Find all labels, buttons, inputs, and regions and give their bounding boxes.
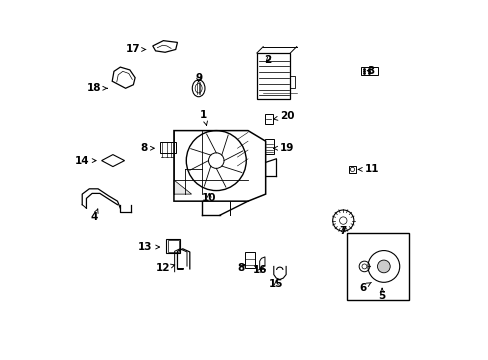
Bar (360, 67, 377, 75)
Text: 10: 10 (202, 193, 216, 203)
Bar (290, 76, 294, 88)
Bar (166, 239, 180, 253)
Text: 5: 5 (378, 288, 385, 301)
Text: 19: 19 (273, 143, 294, 153)
Bar (264, 114, 272, 124)
Text: 11: 11 (358, 165, 378, 174)
Circle shape (377, 260, 389, 273)
Text: 12: 12 (156, 263, 174, 273)
Text: 17: 17 (125, 45, 146, 54)
Bar (348, 166, 356, 173)
Text: 15: 15 (268, 279, 283, 289)
Bar (256, 53, 290, 99)
Text: 2: 2 (263, 55, 270, 65)
Bar (346, 233, 407, 300)
Text: 7: 7 (339, 226, 346, 236)
Text: 18: 18 (87, 83, 107, 93)
Text: 3: 3 (366, 66, 374, 76)
Text: 14: 14 (75, 156, 96, 166)
Text: 4: 4 (91, 209, 98, 222)
Bar (244, 252, 255, 268)
Text: 13: 13 (138, 242, 159, 252)
Text: 16: 16 (253, 265, 267, 275)
Bar (160, 142, 175, 153)
Text: 1: 1 (200, 110, 207, 125)
Bar (167, 240, 179, 252)
Text: 8: 8 (237, 263, 244, 273)
Text: 6: 6 (358, 282, 370, 293)
Bar (264, 139, 273, 154)
Text: 8: 8 (140, 143, 154, 153)
Text: 20: 20 (273, 112, 294, 121)
Polygon shape (174, 180, 191, 194)
Text: 9: 9 (195, 73, 202, 83)
